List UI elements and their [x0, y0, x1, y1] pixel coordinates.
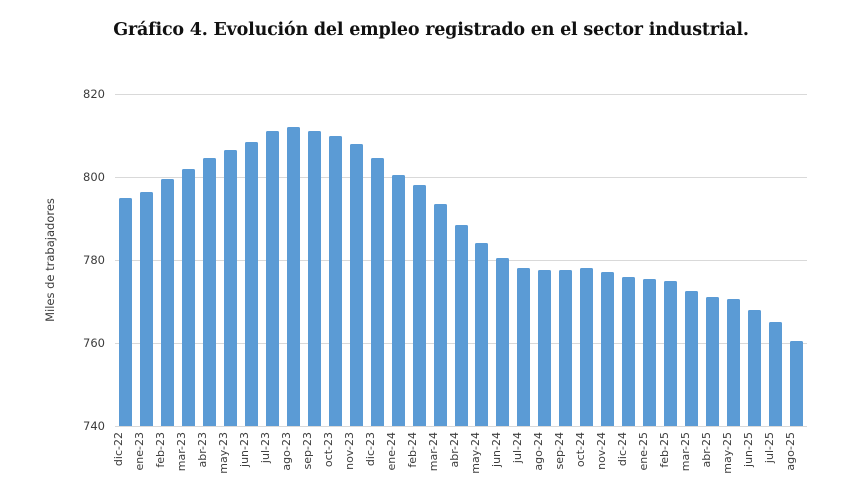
bar: [580, 268, 594, 426]
x-tick-label: may-23: [217, 432, 231, 474]
bar: [454, 224, 468, 426]
x-tick-label: jul-25: [762, 432, 776, 464]
bar: [328, 135, 342, 426]
y-tick-label: 740: [83, 419, 105, 433]
bar: [601, 272, 615, 426]
bar: [160, 179, 174, 426]
bar: [412, 185, 426, 426]
bar: [202, 158, 216, 426]
x-tick-label: nov-24: [594, 432, 608, 470]
x-tick-label: ene-23: [133, 432, 147, 471]
x-tick-label: ago-24: [531, 432, 545, 471]
x-tick-label: mar-24: [427, 432, 441, 472]
x-tick-label: oct-23: [322, 432, 336, 468]
bar: [622, 276, 636, 426]
bar: [538, 270, 552, 426]
bar: [265, 131, 279, 426]
bar: [181, 168, 195, 426]
y-tick-label: 820: [83, 87, 105, 101]
gridline: [115, 425, 807, 427]
bar: [433, 203, 447, 426]
x-tick-label: sep-24: [552, 432, 566, 470]
bar: [643, 278, 657, 426]
x-tick-label: feb-23: [154, 432, 168, 468]
bar: [769, 322, 783, 426]
x-tick-label: mar-25: [678, 432, 692, 472]
gridline: [115, 176, 807, 178]
bar: [559, 270, 573, 426]
bar: [118, 197, 132, 426]
bar: [391, 174, 405, 426]
x-tick-label: feb-25: [657, 432, 671, 468]
bar: [370, 158, 384, 426]
x-tick-label: jun-24: [489, 432, 503, 467]
x-tick-label: may-25: [720, 432, 734, 474]
x-tick-label: jun-23: [238, 432, 252, 467]
y-tick-label: 800: [83, 170, 105, 184]
bar: [286, 127, 300, 426]
bar: [706, 297, 720, 426]
x-tick-label: ago-25: [783, 432, 797, 471]
bar: [475, 243, 489, 426]
x-tick-label: ene-25: [636, 432, 650, 471]
bar: [139, 191, 153, 426]
bar: [748, 309, 762, 426]
x-tick-label: dic-24: [615, 432, 629, 467]
x-tick-label: nov-23: [343, 432, 357, 470]
x-tick-label: ago-23: [280, 432, 294, 471]
x-tick-label: dic-23: [364, 432, 378, 467]
x-tick-label: mar-23: [175, 432, 189, 472]
x-tick-label: jul-23: [259, 432, 273, 464]
bar: [517, 268, 531, 426]
bar: [223, 150, 237, 426]
x-tick-label: jul-24: [510, 432, 524, 464]
y-tick-label: 780: [83, 253, 105, 267]
bar: [790, 340, 803, 426]
chart-title: Gráfico 4. Evolución del empleo registra…: [113, 20, 749, 40]
x-tick-label: abr-25: [699, 432, 713, 468]
x-tick-label: sep-23: [301, 432, 315, 470]
bar: [349, 143, 363, 426]
x-tick-label: abr-23: [196, 432, 210, 468]
bar: [727, 299, 741, 426]
bar: [307, 131, 321, 426]
x-tick-label: jun-25: [741, 432, 755, 467]
bar: [685, 291, 699, 426]
x-tick-label: dic-22: [112, 432, 126, 467]
x-tick-label: may-24: [468, 432, 482, 474]
x-tick-label: feb-24: [406, 432, 420, 468]
bar: [244, 141, 258, 426]
gridline: [115, 93, 807, 95]
x-tick-label: ene-24: [385, 432, 399, 471]
x-tick-label: oct-24: [573, 432, 587, 468]
bar: [664, 280, 678, 426]
y-tick-label: 760: [83, 336, 105, 350]
x-tick-label: abr-24: [448, 432, 461, 468]
bar: [496, 257, 510, 426]
